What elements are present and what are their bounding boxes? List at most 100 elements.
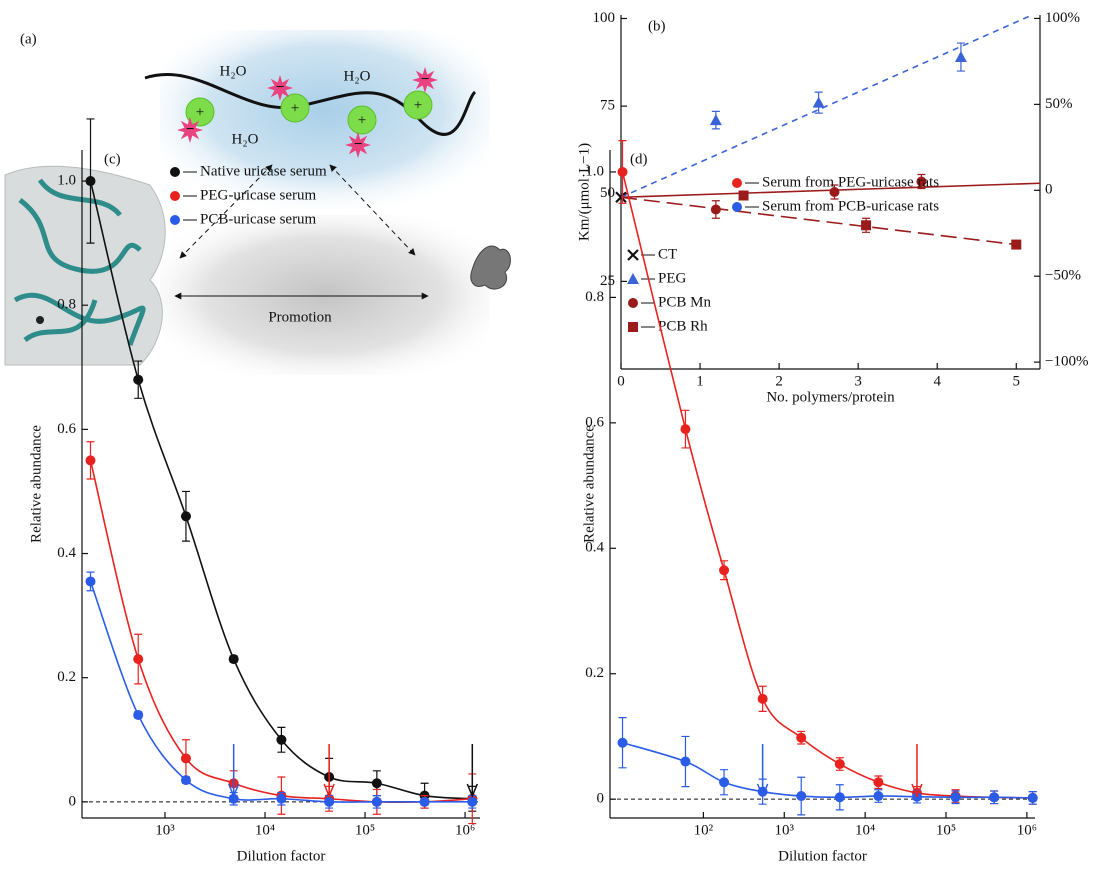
legend-marker [627,273,639,284]
charge-sign: + [358,112,366,128]
marker [617,166,628,177]
legend-label: PCB Mn [658,294,711,310]
y-tick-label: 0.4 [585,540,604,556]
dashed-arrow [329,164,416,256]
x-axis-label: Dilution factor [778,848,867,864]
marker [371,796,382,807]
panel-label: (d) [630,151,648,167]
legend-marker [628,298,638,308]
marker [954,51,967,63]
marker [989,792,1000,803]
y2-tick-label: 50% [1045,96,1073,112]
marker [133,374,144,385]
marker [180,753,191,764]
marker [834,792,845,803]
charge-sign: + [291,100,299,116]
legend-label: PEG-uricase serum [200,187,317,203]
x-tick-label: 2 [775,373,783,389]
panel-label: (b) [648,18,666,34]
cation [403,90,433,120]
y-tick-label: 100 [593,10,616,26]
fit-line [621,196,1017,246]
water-label: H₂O [232,131,259,147]
marker [1011,239,1022,250]
y-tick-label: 75 [600,98,615,114]
charge-sign: − [186,121,195,137]
x-tick-label: 4 [933,373,941,389]
charge-sign: − [276,79,285,95]
water-label: H₂O [220,63,247,79]
y-tick-label: 0.6 [57,421,76,437]
legend-marker [732,178,742,188]
marker [180,775,191,786]
marker [812,96,825,108]
marker [1027,792,1038,803]
y-tick-label: 1.0 [585,163,604,179]
marker [133,709,144,720]
x-tick-label: 5 [1013,373,1021,389]
charge-sign: + [414,97,422,113]
marker [719,565,730,576]
indicator-arrow [323,744,335,798]
y2-tick-label: −50% [1045,268,1081,284]
x-tick-label: 10³ [155,822,175,838]
legend-label: CT [658,246,677,262]
legend-marker [732,202,742,212]
marker [467,796,478,807]
y2-tick-label: 100% [1045,10,1080,26]
indicator-arrow [911,744,923,798]
marker [757,693,768,704]
arrow-label: Promotion [268,309,332,325]
cation [280,93,310,123]
y-tick-label: 50 [600,185,615,201]
y-axis-label: Relative abundance [28,425,44,543]
protein-ribbon [13,178,146,346]
marker [916,176,927,187]
marker [796,791,807,802]
x-axis-label: No. polymers/protein [766,389,895,405]
panel-label: (a) [20,31,37,47]
fit-curve [89,581,473,803]
marker [834,759,845,770]
marker [710,204,721,215]
indicator-arrow [466,744,478,798]
marker [180,511,191,522]
marker [738,190,749,201]
y-tick-label: 25 [600,273,615,289]
legend-label: PEG [658,270,687,286]
marker [873,791,884,802]
cation [347,105,377,135]
marker [861,220,872,231]
x-tick-label: 10⁶ [455,822,475,838]
legend-label: PCB Rh [658,318,708,334]
marker [709,114,722,126]
y-axis-label: Relative abundance [581,425,597,543]
marker [276,793,287,804]
marker [276,734,287,745]
x-tick-label: 10⁴ [255,822,275,838]
x-tick-label: 10⁴ [855,822,875,838]
anion [267,75,293,101]
marker [680,756,691,767]
y-tick-label: 0.6 [585,414,604,430]
marker [873,777,884,788]
marker [371,778,382,789]
anion [345,132,371,158]
marker [680,424,691,435]
marker [133,654,144,665]
y-tick-label: 0.2 [57,669,76,685]
charge-sign: − [421,71,430,87]
charge-sign: − [354,136,363,152]
fit-line [621,15,1033,198]
indicator-arrow [756,744,769,798]
legend-label: Serum from PCB-uricase rats [762,198,939,214]
substrate [470,245,511,290]
y-tick-label: 0 [597,791,605,807]
legend-label: Native uricase serum [200,163,327,179]
y-axis-label: Km/(μmol·L−1) [576,143,592,241]
marker [85,455,96,466]
marker [950,792,961,803]
x-axis-label: Dilution factor [237,848,326,864]
marker [324,796,335,807]
